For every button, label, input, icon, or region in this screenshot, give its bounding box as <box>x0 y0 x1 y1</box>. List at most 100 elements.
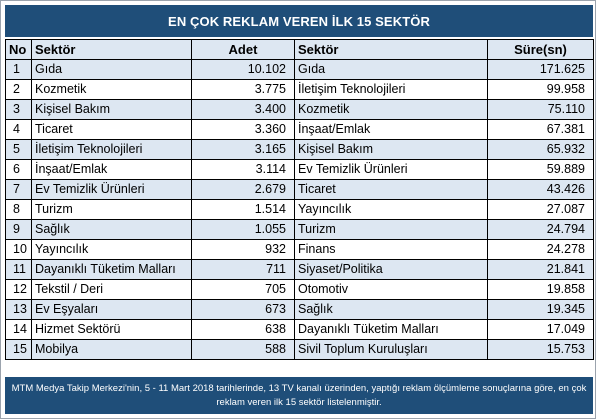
table-row: 2 Kozmetik 3.775 İletişim Teknolojileri 99.9… <box>5 79 594 100</box>
cell-adet: 3.165 <box>191 139 295 160</box>
cell-adet: 588 <box>191 339 295 360</box>
cell-sektor-sure: Kozmetik <box>294 99 488 120</box>
footer-note: MTM Medya Takip Merkezi'nin, 5 - 11 Mart… <box>5 377 593 414</box>
cell-no: 5 <box>5 139 32 160</box>
table-row: 4 Ticaret 3.360 İnşaat/Emlak 67.381 <box>5 119 594 140</box>
cell-no: 9 <box>5 219 32 240</box>
cell-adet: 2.679 <box>191 179 295 200</box>
table-row: 15 Mobilya 588 Sivil Toplum Kuruluşları 15.7… <box>5 339 594 360</box>
cell-no: 3 <box>5 99 32 120</box>
cell-sektor-sure: Dayanıklı Tüketim Malları <box>294 319 488 340</box>
cell-sektor-sure: Ticaret <box>294 179 488 200</box>
table-row: 9 Sağlık 1.055 Turizm 24.794 <box>5 219 594 240</box>
cell-sektor-sure: Otomotiv <box>294 279 488 300</box>
table-row: 10 Yayıncılık 932 Finans 24.278 <box>5 239 594 260</box>
cell-adet: 673 <box>191 299 295 320</box>
cell-adet: 711 <box>191 259 295 280</box>
cell-sure: 17.049 <box>487 319 594 340</box>
cell-sektor-sure: İnşaat/Emlak <box>294 119 488 140</box>
table-body: 1 Gıda 10.102 Gıda 171.625 2 Kozmetik 3.775 İlet… <box>5 59 594 360</box>
cell-sektor-adet: Ev Eşyaları <box>31 299 192 320</box>
cell-no: 11 <box>5 259 32 280</box>
cell-sektor-sure: Ev Temizlik Ürünleri <box>294 159 488 180</box>
cell-sektor-adet: Mobilya <box>31 339 192 360</box>
cell-no: 2 <box>5 79 32 100</box>
cell-adet: 3.114 <box>191 159 295 180</box>
cell-sure: 99.958 <box>487 79 594 100</box>
cell-sektor-adet: Sağlık <box>31 219 192 240</box>
cell-no: 15 <box>5 339 32 360</box>
cell-sure: 19.858 <box>487 279 594 300</box>
column-header-no: No <box>5 39 32 60</box>
cell-no: 8 <box>5 199 32 220</box>
cell-sektor-adet: Turizm <box>31 199 192 220</box>
cell-sektor-sure: Turizm <box>294 219 488 240</box>
cell-sure: 24.278 <box>487 239 594 260</box>
cell-adet: 932 <box>191 239 295 260</box>
cell-sektor-adet: Yayıncılık <box>31 239 192 260</box>
cell-sure: 67.381 <box>487 119 594 140</box>
cell-sure: 43.426 <box>487 179 594 200</box>
cell-no: 13 <box>5 299 32 320</box>
cell-sektor-adet: Ticaret <box>31 119 192 140</box>
cell-sure: 171.625 <box>487 59 594 80</box>
cell-sektor-sure: Kişisel Bakım <box>294 139 488 160</box>
column-header-sektor-adet: Sektör <box>31 39 192 60</box>
cell-adet: 3.775 <box>191 79 295 100</box>
cell-sektor-adet: İletişim Teknolojileri <box>31 139 192 160</box>
cell-no: 10 <box>5 239 32 260</box>
cell-adet: 3.400 <box>191 99 295 120</box>
table-row: 6 İnşaat/Emlak 3.114 Ev Temizlik Ürünleri 59… <box>5 159 594 180</box>
cell-adet: 1.514 <box>191 199 295 220</box>
cell-no: 14 <box>5 319 32 340</box>
cell-sektor-adet: Hizmet Sektörü <box>31 319 192 340</box>
cell-sektor-adet: Kozmetik <box>31 79 192 100</box>
cell-sektor-sure: Finans <box>294 239 488 260</box>
cell-sektor-adet: Dayanıklı Tüketim Malları <box>31 259 192 280</box>
cell-sektor-sure: Sağlık <box>294 299 488 320</box>
table-row: 14 Hizmet Sektörü 638 Dayanıklı Tüketim Mal… <box>5 319 594 340</box>
cell-sure: 21.841 <box>487 259 594 280</box>
cell-sure: 19.345 <box>487 299 594 320</box>
cell-sektor-adet: Kişisel Bakım <box>31 99 192 120</box>
sector-table: No Sektör Adet Sektör Süre(sn) 1 Gıda 10.1… <box>5 39 594 360</box>
cell-adet: 10.102 <box>191 59 295 80</box>
column-header-sektor-sure: Sektör <box>294 39 488 60</box>
cell-adet: 1.055 <box>191 219 295 240</box>
cell-no: 4 <box>5 119 32 140</box>
table-row: 13 Ev Eşyaları 673 Sağlık 19.345 <box>5 299 594 320</box>
cell-sektor-adet: Gıda <box>31 59 192 80</box>
column-header-sure: Süre(sn) <box>487 39 594 60</box>
column-header-adet: Adet <box>191 39 295 60</box>
cell-sektor-sure: Sivil Toplum Kuruluşları <box>294 339 488 360</box>
table-row: 3 Kişisel Bakım 3.400 Kozmetik 75.110 <box>5 99 594 120</box>
cell-sure: 65.932 <box>487 139 594 160</box>
cell-sektor-sure: Siyaset/Politika <box>294 259 488 280</box>
cell-sure: 27.087 <box>487 199 594 220</box>
cell-sure: 24.794 <box>487 219 594 240</box>
cell-sektor-sure: Gıda <box>294 59 488 80</box>
cell-sektor-sure: Yayıncılık <box>294 199 488 220</box>
table-row: 7 Ev Temizlik Ürünleri 2.679 Ticaret 43.426 <box>5 179 594 200</box>
cell-adet: 705 <box>191 279 295 300</box>
table-row: 1 Gıda 10.102 Gıda 171.625 <box>5 59 594 80</box>
table-row: 5 İletişim Teknolojileri 3.165 Kişisel Bakı… <box>5 139 594 160</box>
header-row: No Sektör Adet Sektör Süre(sn) <box>5 39 594 60</box>
cell-no: 7 <box>5 179 32 200</box>
cell-sure: 59.889 <box>487 159 594 180</box>
cell-sure: 15.753 <box>487 339 594 360</box>
cell-adet: 638 <box>191 319 295 340</box>
cell-no: 1 <box>5 59 32 80</box>
table-row: 12 Tekstil / Deri 705 Otomotiv 19.858 <box>5 279 594 300</box>
cell-sure: 75.110 <box>487 99 594 120</box>
cell-sektor-sure: İletişim Teknolojileri <box>294 79 488 100</box>
table-row: 8 Turizm 1.514 Yayıncılık 27.087 <box>5 199 594 220</box>
table-row: 11 Dayanıklı Tüketim Malları 711 Siyaset/Po… <box>5 259 594 280</box>
cell-adet: 3.360 <box>191 119 295 140</box>
table-title: EN ÇOK REKLAM VEREN İLK 15 SEKTÖR <box>5 5 593 37</box>
cell-sektor-adet: Ev Temizlik Ürünleri <box>31 179 192 200</box>
cell-sektor-adet: İnşaat/Emlak <box>31 159 192 180</box>
cell-no: 6 <box>5 159 32 180</box>
cell-no: 12 <box>5 279 32 300</box>
